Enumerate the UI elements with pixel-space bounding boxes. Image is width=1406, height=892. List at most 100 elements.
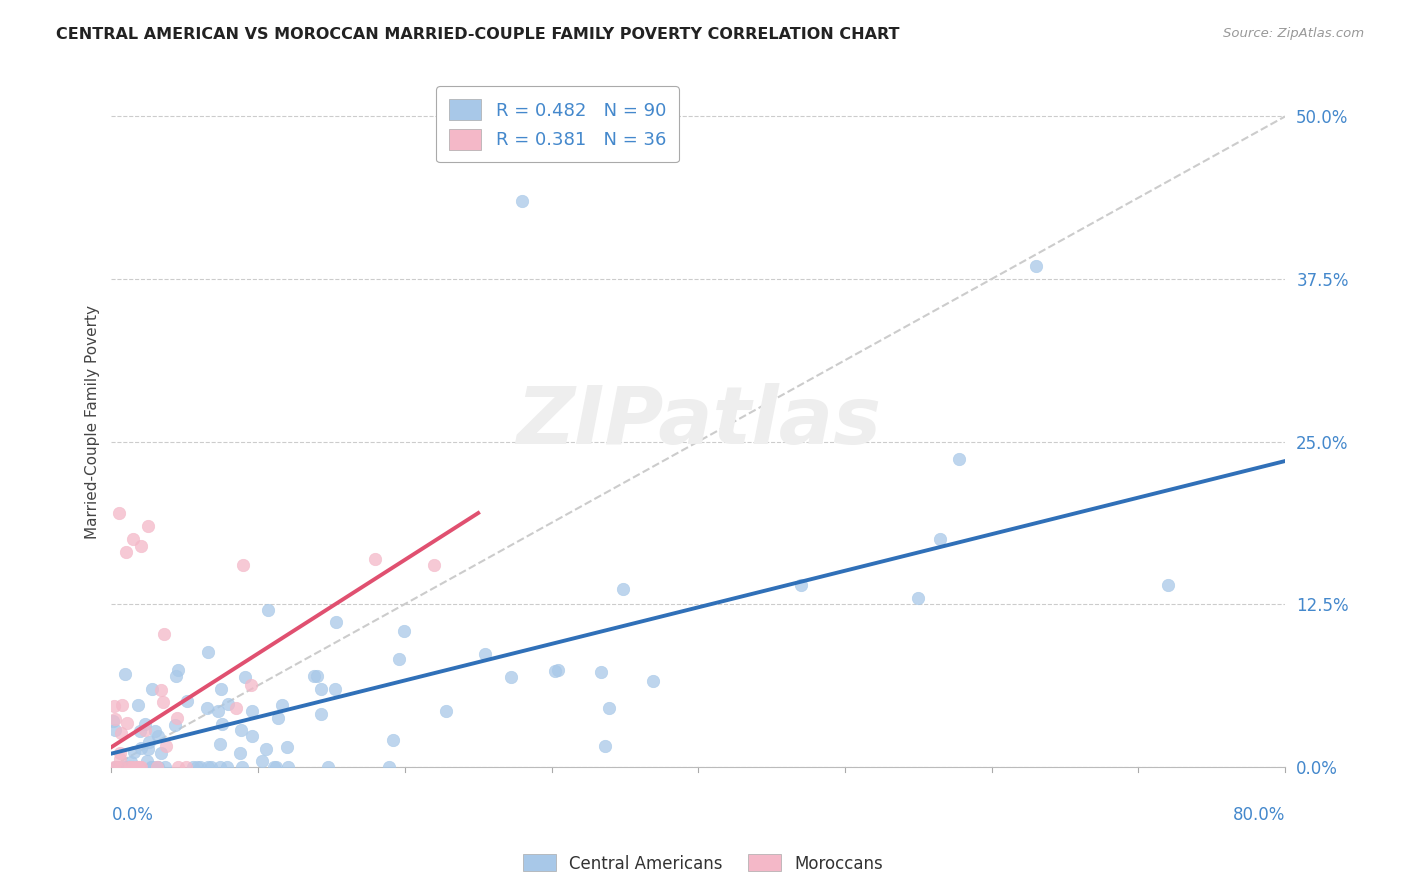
- Point: [225, 701, 247, 715]
- Point: [108, 759, 131, 773]
- Point: [107, 506, 129, 520]
- Point: [115, 545, 138, 559]
- Point: [114, 667, 136, 681]
- Point: [146, 729, 169, 743]
- Point: [474, 648, 496, 662]
- Point: [121, 759, 143, 773]
- Point: [127, 698, 149, 712]
- Point: [302, 669, 325, 683]
- Point: [146, 759, 169, 773]
- Point: [217, 759, 239, 773]
- Point: [501, 670, 523, 684]
- Point: [165, 718, 187, 732]
- Point: [277, 759, 299, 773]
- Point: [240, 678, 263, 692]
- Point: [108, 759, 131, 773]
- Point: [166, 711, 188, 725]
- Point: [118, 759, 141, 773]
- Point: [104, 759, 127, 773]
- Text: ZIPatlas: ZIPatlas: [516, 383, 880, 461]
- Point: [325, 615, 347, 629]
- Point: [250, 755, 273, 769]
- Point: [598, 700, 620, 714]
- Point: [434, 704, 457, 718]
- Point: [103, 698, 125, 713]
- Text: CENTRAL AMERICAN VS MOROCCAN MARRIED-COUPLE FAMILY POVERTY CORRELATION CHART: CENTRAL AMERICAN VS MOROCCAN MARRIED-COU…: [56, 27, 900, 42]
- Point: [240, 704, 263, 718]
- Point: [510, 194, 533, 208]
- Point: [188, 759, 211, 773]
- Point: [209, 682, 232, 697]
- Point: [150, 683, 173, 698]
- Point: [907, 591, 929, 605]
- Point: [136, 519, 159, 533]
- Legend: Central Americans, Moroccans: Central Americans, Moroccans: [516, 847, 890, 880]
- Point: [148, 759, 170, 773]
- Point: [211, 717, 233, 731]
- Point: [276, 740, 298, 755]
- Point: [118, 759, 141, 773]
- Point: [110, 726, 132, 740]
- Point: [108, 752, 131, 766]
- Point: [129, 741, 152, 756]
- Point: [381, 732, 404, 747]
- Point: [197, 759, 219, 773]
- Point: [217, 698, 239, 712]
- Point: [135, 754, 157, 768]
- Point: [153, 627, 176, 641]
- Point: [309, 681, 332, 696]
- Point: [1157, 577, 1180, 591]
- Point: [120, 759, 142, 773]
- Point: [612, 582, 634, 596]
- Point: [150, 746, 173, 760]
- Point: [104, 712, 127, 726]
- Point: [207, 704, 229, 718]
- Point: [232, 558, 254, 572]
- Point: [103, 759, 125, 773]
- Text: Source: ZipAtlas.com: Source: ZipAtlas.com: [1223, 27, 1364, 40]
- Text: 80.0%: 80.0%: [1233, 805, 1285, 823]
- Legend: R = 0.482   N = 90, R = 0.381   N = 36: R = 0.482 N = 90, R = 0.381 N = 36: [436, 87, 679, 162]
- Point: [118, 759, 141, 773]
- Point: [141, 681, 163, 696]
- Y-axis label: Married-Couple Family Poverty: Married-Couple Family Poverty: [86, 305, 100, 539]
- Point: [547, 663, 569, 677]
- Point: [929, 533, 952, 547]
- Point: [108, 746, 131, 760]
- Point: [129, 539, 152, 553]
- Point: [143, 723, 166, 738]
- Point: [264, 759, 287, 773]
- Point: [271, 698, 294, 713]
- Point: [254, 741, 277, 756]
- Point: [641, 673, 664, 688]
- Text: 0.0%: 0.0%: [111, 805, 153, 823]
- Point: [101, 714, 124, 728]
- Point: [155, 759, 177, 773]
- Point: [1025, 259, 1047, 273]
- Point: [111, 698, 134, 713]
- Point: [208, 759, 231, 773]
- Point: [387, 652, 409, 666]
- Point: [229, 723, 252, 737]
- Point: [377, 759, 399, 773]
- Point: [120, 756, 142, 770]
- Point: [200, 759, 222, 773]
- Point: [128, 759, 150, 773]
- Point: [167, 664, 190, 678]
- Point: [176, 694, 198, 708]
- Point: [316, 759, 339, 773]
- Point: [129, 759, 152, 773]
- Point: [242, 729, 264, 743]
- Point: [231, 759, 253, 773]
- Point: [181, 759, 204, 773]
- Point: [129, 759, 152, 773]
- Point: [105, 759, 128, 773]
- Point: [145, 759, 167, 773]
- Point: [208, 737, 231, 751]
- Point: [127, 759, 149, 773]
- Point: [325, 682, 347, 697]
- Point: [117, 715, 139, 730]
- Point: [267, 711, 290, 725]
- Point: [139, 759, 162, 773]
- Point: [423, 558, 446, 572]
